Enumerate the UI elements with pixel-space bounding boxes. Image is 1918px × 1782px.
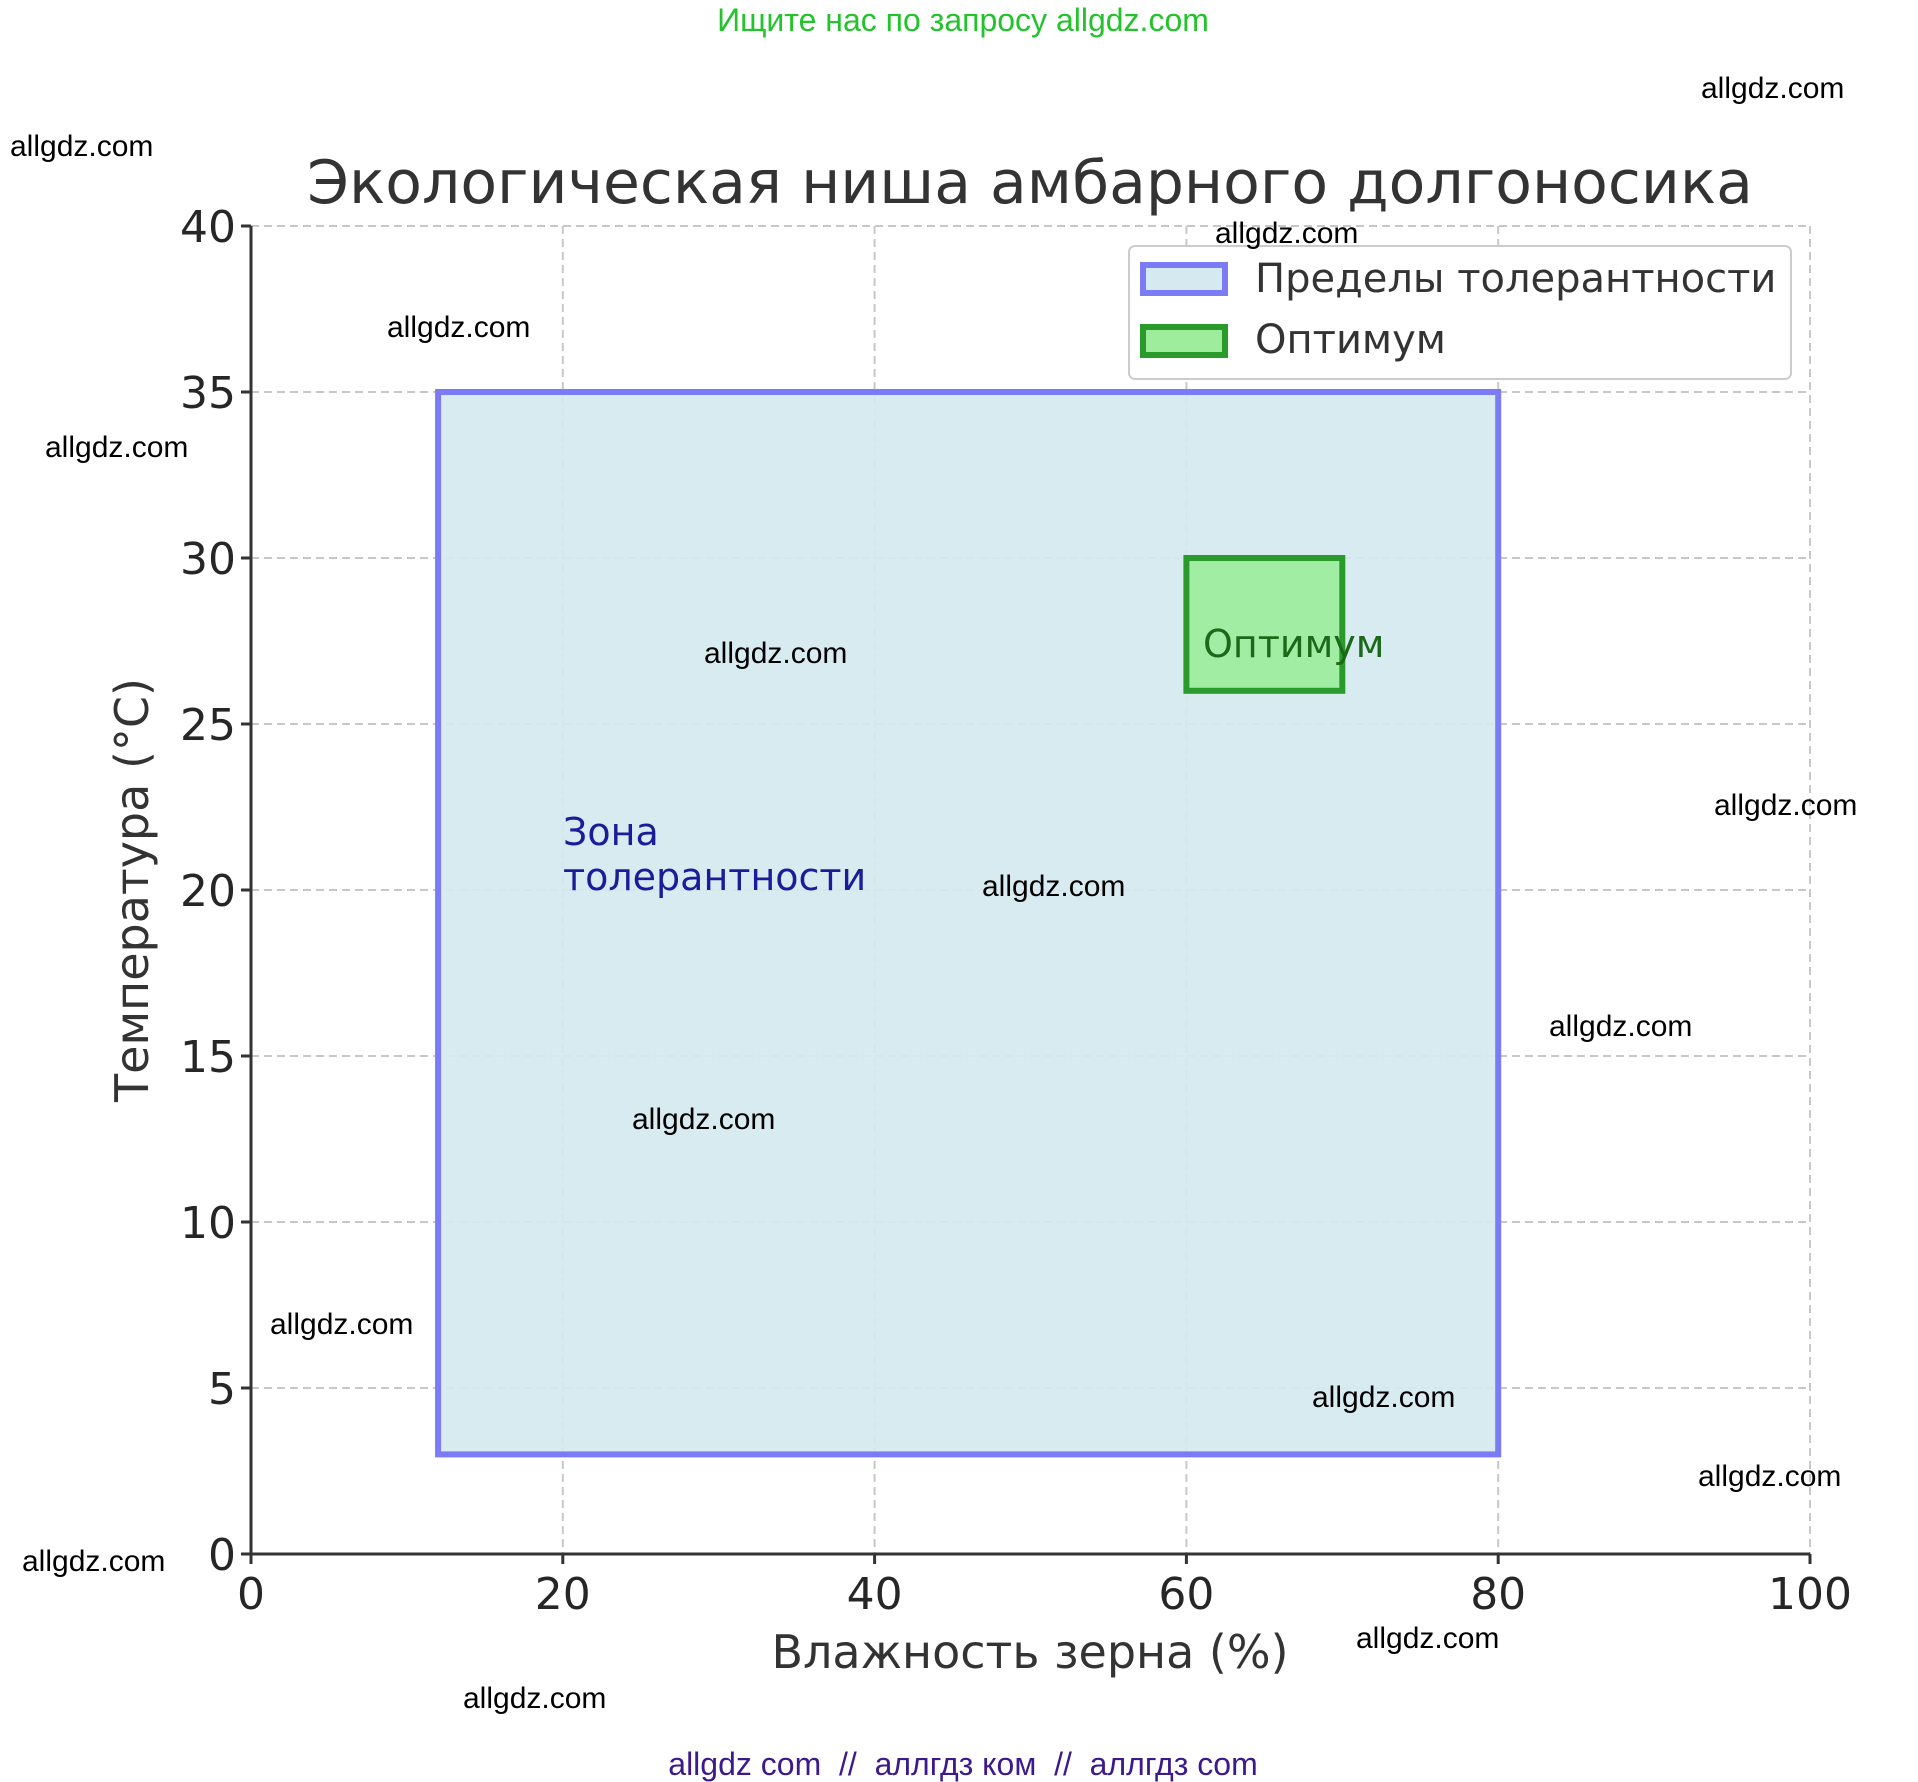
watermark: allgdz.com bbox=[704, 637, 847, 670]
optimum-rect bbox=[1183, 555, 1346, 694]
y-tick-label: 20 bbox=[180, 866, 236, 917]
watermark: allgdz.com bbox=[45, 431, 188, 464]
legend-label-optimum: Оптимум bbox=[1255, 317, 1446, 363]
x-tick-label: 20 bbox=[535, 1569, 591, 1620]
tolerance-rect bbox=[435, 389, 1502, 1458]
watermark: allgdz.com bbox=[1549, 1010, 1692, 1043]
y-tick-label: 40 bbox=[180, 202, 236, 253]
watermark: allgdz.com bbox=[1356, 1622, 1499, 1655]
watermark: allgdz.com bbox=[1698, 1460, 1841, 1493]
y-tick-label: 35 bbox=[180, 368, 236, 419]
plot-rects bbox=[435, 389, 1502, 1458]
legend-swatch-optimum bbox=[1140, 324, 1228, 358]
watermark: allgdz.com bbox=[1312, 1381, 1455, 1414]
legend-box bbox=[1128, 245, 1792, 380]
watermark: allgdz.com bbox=[463, 1682, 606, 1715]
x-axis-label: Влажность зерна (%) bbox=[771, 1625, 1288, 1679]
watermark: allgdz.com bbox=[632, 1103, 775, 1136]
x-tick-label: 0 bbox=[237, 1569, 265, 1620]
watermark: allgdz.com bbox=[1701, 72, 1844, 105]
y-tick-label: 30 bbox=[180, 534, 236, 585]
x-tick-label: 40 bbox=[847, 1569, 903, 1620]
axes: 0 20 40 60 80 100 0 5 10 15 20 25 30 35 40 bbox=[180, 202, 1852, 1620]
watermark: allgdz.com bbox=[982, 870, 1125, 903]
annotation-optimum: Оптимум bbox=[1203, 622, 1384, 666]
annotation-tolerance-line2: толерантности bbox=[563, 855, 866, 899]
watermark: allgdz.com bbox=[22, 1545, 165, 1578]
annotation-tolerance-line1: Зона bbox=[563, 810, 659, 854]
y-tick-label: 5 bbox=[208, 1364, 236, 1415]
x-tick-label: 60 bbox=[1158, 1569, 1214, 1620]
y-tick-label: 0 bbox=[208, 1530, 236, 1581]
top-banner[interactable]: Ищите нас по запросу allgdz.com bbox=[717, 2, 1209, 38]
watermark: allgdz.com bbox=[1714, 789, 1857, 822]
watermark: allgdz.com bbox=[1215, 217, 1358, 250]
watermark: allgdz.com bbox=[270, 1308, 413, 1341]
x-tick-label: 100 bbox=[1768, 1569, 1852, 1620]
y-axis-label: Температура (°C) bbox=[105, 678, 159, 1103]
y-tick-label: 15 bbox=[180, 1032, 236, 1083]
footer-banner[interactable]: allgdz com // аллгдз ком // аллгдз com bbox=[668, 1746, 1257, 1782]
legend: Пределы толерантности Оптимум bbox=[1128, 245, 1792, 380]
chart-title: Экологическая ниша амбарного долгоносика bbox=[307, 148, 1753, 218]
watermarks: allgdz.com allgdz.com allgdz.com allgdz.com… bbox=[10, 72, 1857, 1715]
legend-label-tolerance: Пределы толерантности bbox=[1255, 256, 1776, 302]
x-tick-label: 80 bbox=[1470, 1569, 1526, 1620]
y-tick-label: 10 bbox=[180, 1198, 236, 1249]
watermark: allgdz.com bbox=[387, 311, 530, 344]
watermark: allgdz.com bbox=[10, 130, 153, 163]
legend-swatch-tolerance bbox=[1140, 262, 1228, 296]
y-tick-label: 25 bbox=[180, 700, 236, 751]
